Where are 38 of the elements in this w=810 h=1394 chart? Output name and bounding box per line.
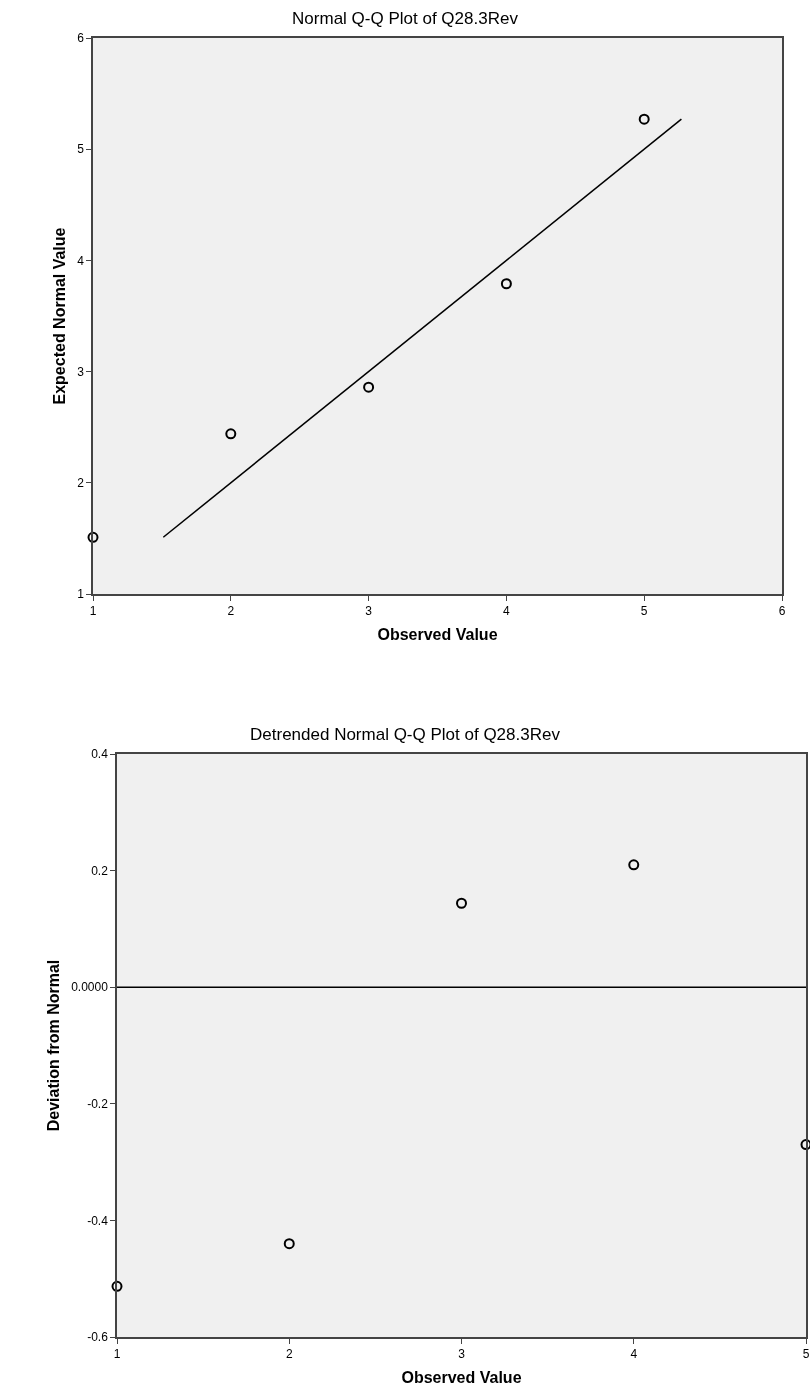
x-tick-label: 2 — [227, 604, 235, 619]
x-tick-label: 4 — [503, 604, 511, 619]
x-tick-label: 4 — [630, 1347, 638, 1362]
y-tick-label: 0.0000 — [71, 980, 109, 995]
y-tick-label: 0.2 — [91, 863, 109, 878]
x-tick-label: 3 — [365, 604, 373, 619]
chart-title: Normal Q-Q Plot of Q28.3Rev — [292, 9, 519, 28]
x-tick-label: 2 — [285, 1347, 293, 1362]
y-tick-label: 2 — [77, 476, 85, 490]
y-tick-label: 6 — [77, 31, 85, 46]
y-tick-label: 4 — [77, 253, 85, 268]
y-tick-label: -0.2 — [87, 1097, 109, 1111]
point — [800, 1139, 810, 1151]
x-axis-title: Observed Value — [377, 626, 498, 644]
point — [111, 1280, 123, 1292]
x-tick-label: 5 — [640, 604, 648, 619]
point — [283, 1238, 295, 1250]
y-tick-label: 3 — [77, 364, 85, 379]
point — [628, 859, 640, 871]
x-tick-label: 6 — [778, 604, 786, 619]
point — [638, 113, 650, 125]
y-axis-title: Expected Normal Value — [50, 227, 68, 405]
point — [363, 381, 375, 393]
point — [456, 897, 467, 909]
point — [500, 278, 512, 290]
x-tick-label: 5 — [802, 1347, 810, 1362]
x-tick-label: 1 — [113, 1347, 121, 1362]
y-tick-label: 1 — [77, 587, 85, 602]
chart-title: Detrended Normal Q-Q Plot of Q28.3Rev — [250, 725, 561, 744]
y-tick-label: 5 — [77, 142, 85, 157]
point — [87, 531, 99, 543]
y-axis-title: Deviation from Normal — [44, 959, 62, 1132]
x-axis-title: Observed Value — [401, 1369, 522, 1387]
y-tick-label: -0.4 — [87, 1213, 109, 1228]
x-tick-label: 3 — [458, 1347, 466, 1362]
y-tick-label: -0.6 — [87, 1330, 109, 1345]
point — [225, 428, 237, 440]
y-tick-label: 0.4 — [91, 747, 109, 762]
